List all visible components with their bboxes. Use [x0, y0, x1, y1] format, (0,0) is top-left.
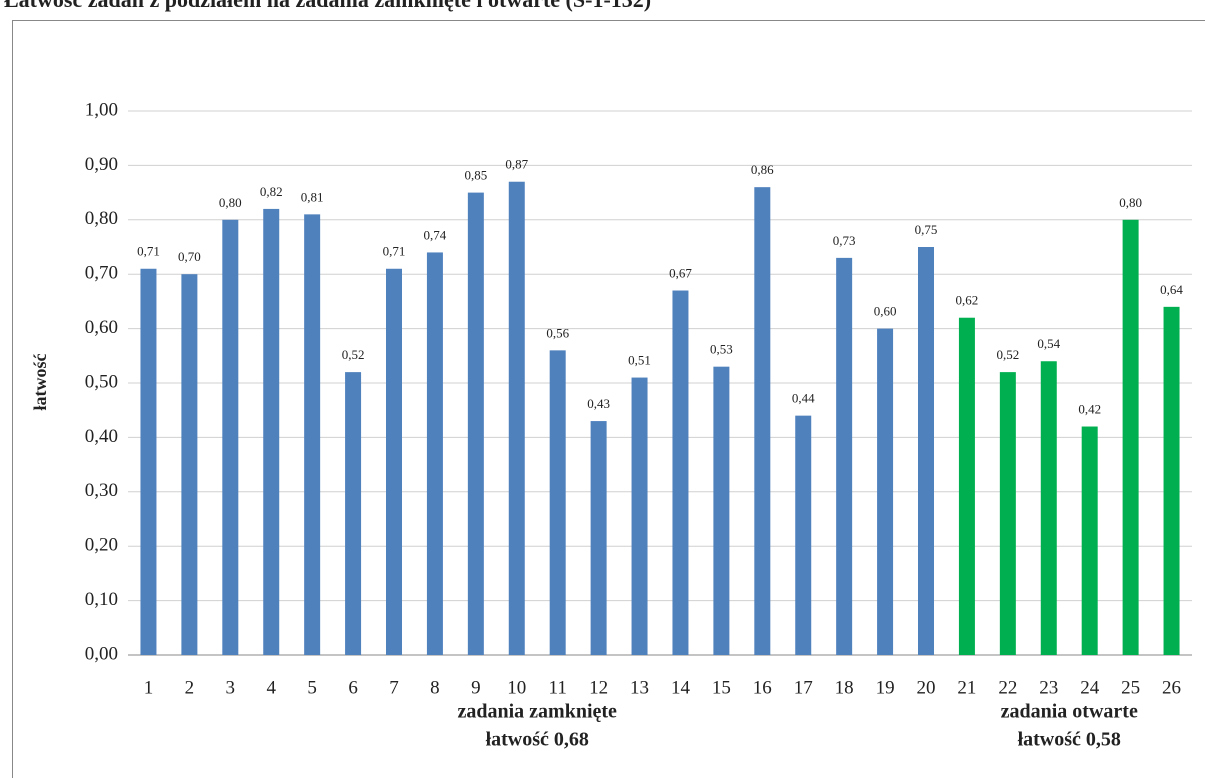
- value-label: 0,81: [301, 189, 324, 204]
- group-note: łatwość 0,68: [486, 729, 589, 751]
- bar: [467, 192, 484, 655]
- x-tick-label: 13: [630, 677, 649, 698]
- x-tick-label: 24: [1080, 677, 1100, 698]
- x-tick-label: 10: [507, 677, 526, 698]
- bar: [1122, 219, 1139, 656]
- bar: [1081, 426, 1098, 655]
- value-label: 0,54: [1037, 336, 1060, 351]
- x-tick-label: 9: [471, 677, 481, 698]
- value-label: 0,52: [996, 347, 1019, 362]
- bar: [140, 268, 157, 655]
- bar: [999, 372, 1016, 655]
- y-tick-label: 0,60: [85, 317, 118, 338]
- value-label: 0,75: [915, 222, 938, 237]
- chart-title: Łatwość zadań z podziałem na zadania zam…: [4, 0, 651, 12]
- x-tick-label: 16: [753, 677, 772, 698]
- value-label: 0,60: [874, 304, 897, 319]
- bar: [386, 268, 402, 655]
- bar: [958, 317, 975, 655]
- y-tick-label: 0,80: [85, 208, 118, 229]
- value-label: 0,74: [424, 227, 447, 242]
- y-axis-title: łatwość: [30, 354, 50, 411]
- group-label: zadania otwarte: [1001, 701, 1138, 723]
- value-label: 0,44: [792, 391, 815, 406]
- value-label: 0,52: [342, 347, 365, 362]
- value-label: 0,87: [505, 157, 528, 172]
- bar: [590, 421, 607, 655]
- y-tick-label: 0,70: [85, 263, 118, 284]
- value-label: 0,82: [260, 184, 283, 199]
- x-tick-label: 12: [589, 677, 608, 698]
- value-label: 0,64: [1160, 282, 1183, 297]
- value-label: 0,71: [137, 244, 160, 259]
- y-tick-label: 0,40: [85, 426, 118, 447]
- x-tick-label: 5: [307, 677, 317, 698]
- bar: [877, 328, 894, 655]
- x-tick-label: 20: [917, 677, 936, 698]
- x-tick-label: 1: [144, 677, 154, 698]
- value-label: 0,73: [833, 233, 856, 248]
- x-tick-label: 21: [957, 677, 976, 698]
- value-label: 0,56: [546, 325, 569, 340]
- chart-frame: [12, 20, 1205, 778]
- bar: [345, 372, 362, 655]
- y-tick-label: 0,30: [85, 480, 118, 501]
- bar: [754, 187, 771, 655]
- bar: [795, 415, 812, 655]
- bar: [304, 214, 321, 656]
- bar: [672, 290, 689, 655]
- bar: [508, 181, 525, 655]
- bar: [549, 350, 566, 655]
- group-label: zadania zamknięte: [458, 701, 618, 723]
- value-label: 0,67: [669, 266, 692, 281]
- x-tick-label: 2: [185, 677, 195, 698]
- y-tick-label: 0,20: [85, 535, 118, 556]
- value-label: 0,51: [628, 353, 651, 368]
- value-label: 0,86: [751, 162, 774, 177]
- x-tick-label: 18: [835, 677, 854, 698]
- bar: [181, 274, 198, 655]
- value-label: 0,71: [383, 244, 406, 259]
- x-tick-label: 19: [876, 677, 895, 698]
- bar: [713, 366, 730, 655]
- y-tick-label: 1,00: [85, 99, 118, 120]
- y-tick-label: 0,90: [85, 154, 118, 175]
- x-tick-label: 23: [1039, 677, 1058, 698]
- value-label: 0,42: [1078, 402, 1101, 417]
- x-tick-label: 25: [1121, 677, 1140, 698]
- x-tick-label: 6: [348, 677, 358, 698]
- x-tick-label: 17: [794, 677, 813, 698]
- y-tick-label: 0,00: [85, 643, 118, 664]
- value-label: 0,53: [710, 342, 733, 357]
- x-tick-label: 15: [712, 677, 731, 698]
- x-tick-label: 7: [389, 677, 399, 698]
- bar: [1040, 361, 1057, 655]
- group-note: łatwość 0,58: [1018, 729, 1121, 751]
- bar: [222, 219, 239, 656]
- y-tick-label: 0,50: [85, 371, 118, 392]
- bar: [1163, 306, 1180, 655]
- value-label: 0,43: [587, 396, 610, 411]
- x-tick-label: 22: [998, 677, 1017, 698]
- x-tick-label: 4: [266, 677, 276, 698]
- bar: [836, 257, 853, 655]
- bar: [631, 377, 648, 655]
- y-tick-label: 0,10: [85, 589, 118, 610]
- bar: [263, 208, 280, 656]
- x-tick-label: 14: [671, 677, 691, 698]
- value-label: 0,85: [464, 168, 487, 183]
- x-tick-label: 3: [226, 677, 236, 698]
- value-label: 0,62: [956, 293, 979, 308]
- value-label: 0,70: [178, 249, 201, 264]
- value-label: 0,80: [1119, 195, 1142, 210]
- bar: [426, 252, 443, 655]
- x-tick-label: 8: [430, 677, 440, 698]
- x-tick-label: 26: [1162, 677, 1181, 698]
- value-label: 0,80: [219, 195, 242, 210]
- bar: [918, 247, 934, 655]
- x-tick-label: 11: [549, 677, 567, 698]
